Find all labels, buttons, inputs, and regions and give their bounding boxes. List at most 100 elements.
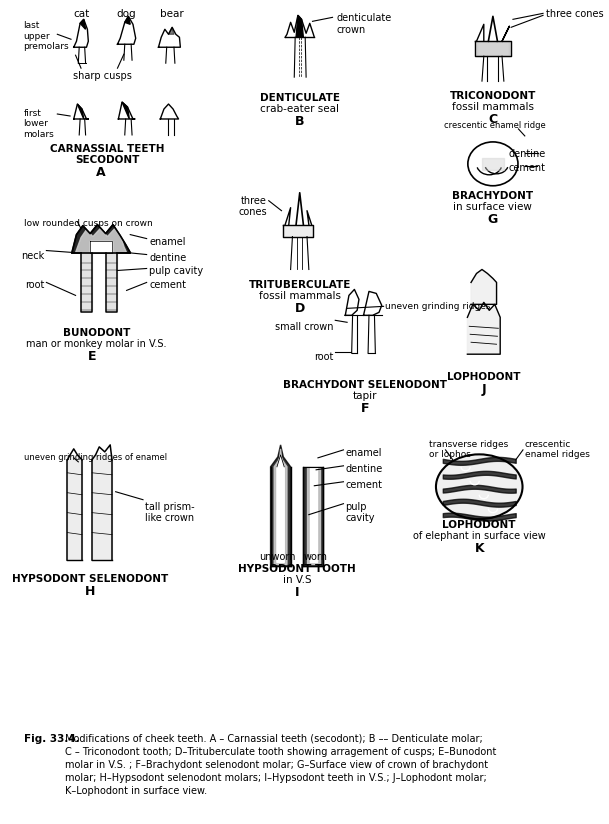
- Text: small crown: small crown: [275, 322, 334, 332]
- Text: bear: bear: [160, 9, 184, 19]
- Text: K: K: [474, 541, 484, 555]
- Text: cement: cement: [509, 163, 546, 173]
- Text: three cones: three cones: [546, 9, 604, 19]
- Polygon shape: [277, 455, 284, 563]
- Text: cat: cat: [73, 9, 89, 19]
- Polygon shape: [274, 449, 287, 564]
- Text: uneven grinding ridges of enamel: uneven grinding ridges of enamel: [24, 453, 167, 462]
- Text: J: J: [482, 383, 486, 396]
- Text: molar in V.S. ; F–Brachydont selenodont molar; G–Surface view of crown of brachy: molar in V.S. ; F–Brachydont selenodont …: [65, 760, 488, 770]
- Text: last
upper
premolars: last upper premolars: [24, 21, 69, 51]
- Polygon shape: [105, 252, 118, 311]
- Polygon shape: [270, 445, 290, 566]
- Text: worn: worn: [303, 551, 327, 561]
- Polygon shape: [122, 102, 129, 119]
- Text: G: G: [488, 213, 498, 226]
- Polygon shape: [158, 27, 180, 47]
- Text: dog: dog: [117, 9, 136, 19]
- Text: cement: cement: [149, 280, 186, 290]
- Polygon shape: [90, 241, 112, 252]
- Polygon shape: [77, 104, 84, 119]
- Text: BUNODONT: BUNODONT: [63, 328, 130, 339]
- Polygon shape: [482, 158, 504, 170]
- Text: SECODONT: SECODONT: [76, 155, 139, 165]
- Text: neck: neck: [21, 250, 44, 260]
- Text: dentine: dentine: [149, 252, 186, 263]
- Text: TRITUBERCULATE: TRITUBERCULATE: [248, 280, 351, 290]
- Polygon shape: [76, 228, 127, 252]
- Text: low rounded cusps on crown: low rounded cusps on crown: [24, 218, 152, 227]
- Polygon shape: [476, 41, 509, 56]
- Text: DENTICULATE: DENTICULATE: [259, 93, 340, 103]
- Polygon shape: [296, 16, 303, 37]
- Polygon shape: [471, 269, 496, 304]
- Polygon shape: [467, 302, 500, 354]
- Polygon shape: [72, 225, 130, 252]
- Text: tall prism-
like crown: tall prism- like crown: [145, 502, 194, 523]
- Text: denticulate
crown: denticulate crown: [336, 13, 392, 35]
- Polygon shape: [283, 225, 314, 236]
- Polygon shape: [118, 16, 136, 44]
- Text: fossil mammals: fossil mammals: [259, 292, 340, 302]
- Text: transverse ridges
or lophos: transverse ridges or lophos: [429, 440, 509, 459]
- Text: in surface view: in surface view: [454, 202, 532, 212]
- Polygon shape: [74, 19, 88, 47]
- Text: root: root: [314, 352, 334, 363]
- Text: F: F: [361, 402, 370, 415]
- Text: unworn: unworn: [259, 551, 295, 561]
- Polygon shape: [310, 467, 317, 563]
- Text: root: root: [25, 280, 44, 290]
- Text: Modifications of cheek teeth. A – Carnassial teeth (secodont); B –– Denticulate : Modifications of cheek teeth. A – Carnas…: [65, 734, 482, 744]
- Polygon shape: [74, 104, 88, 119]
- Text: pulp
cavity: pulp cavity: [345, 502, 375, 523]
- Text: E: E: [88, 350, 96, 363]
- Text: cement: cement: [345, 480, 382, 489]
- Text: enamel: enamel: [345, 448, 382, 458]
- Polygon shape: [81, 252, 92, 311]
- Text: I: I: [295, 587, 299, 599]
- Text: pulp cavity: pulp cavity: [149, 266, 203, 277]
- Text: C – Triconodont tooth; D–Trituberculate tooth showing arragement of cusps; E–Bun: C – Triconodont tooth; D–Trituberculate …: [65, 747, 496, 757]
- Text: in V.S: in V.S: [283, 575, 311, 585]
- Text: of elephant in surface view: of elephant in surface view: [413, 531, 546, 541]
- Polygon shape: [125, 16, 130, 25]
- Text: BRACHYDONT SELENODONT: BRACHYDONT SELENODONT: [283, 380, 448, 390]
- Text: B: B: [295, 115, 304, 128]
- Text: HYPSODONT TOOTH: HYPSODONT TOOTH: [238, 564, 356, 574]
- Text: crescentic
enamel ridges: crescentic enamel ridges: [525, 440, 590, 459]
- Text: enamel: enamel: [149, 236, 186, 246]
- Text: man or monkey molar in V.S.: man or monkey molar in V.S.: [26, 339, 167, 349]
- Text: crescentic enamel ridge: crescentic enamel ridge: [444, 121, 546, 130]
- Text: uneven grinding ridges: uneven grinding ridges: [385, 302, 491, 311]
- Text: three
cones: three cones: [238, 196, 267, 218]
- Text: TRICONODONT: TRICONODONT: [449, 91, 536, 101]
- Text: tapir: tapir: [353, 391, 378, 401]
- Polygon shape: [169, 27, 174, 35]
- Text: CARNASSIAL TEETH: CARNASSIAL TEETH: [50, 144, 164, 154]
- Polygon shape: [345, 289, 359, 316]
- Polygon shape: [68, 455, 82, 559]
- Text: HYPSODONT SELENODONT: HYPSODONT SELENODONT: [12, 574, 168, 584]
- Polygon shape: [160, 104, 178, 119]
- Text: K–Lophodont in surface view.: K–Lophodont in surface view.: [65, 786, 206, 796]
- Text: dentine: dentine: [345, 464, 382, 474]
- Polygon shape: [92, 455, 112, 559]
- Text: Fig. 33.4.: Fig. 33.4.: [24, 734, 79, 744]
- Text: C: C: [488, 113, 498, 126]
- Text: LOPHODONT: LOPHODONT: [443, 520, 516, 530]
- Polygon shape: [364, 292, 382, 316]
- Polygon shape: [118, 102, 135, 119]
- Polygon shape: [474, 41, 511, 56]
- Polygon shape: [307, 467, 320, 564]
- Polygon shape: [303, 467, 323, 566]
- Text: molar; H–Hypsodont selenodont molars; I–Hypsodont teeth in V.S.; J–Lophodont mol: molar; H–Hypsodont selenodont molars; I–…: [65, 773, 487, 783]
- Polygon shape: [80, 19, 86, 30]
- Text: fossil mammals: fossil mammals: [452, 102, 534, 112]
- Text: first
lower
molars: first lower molars: [24, 109, 54, 138]
- Text: BRACHYDONT: BRACHYDONT: [452, 190, 533, 201]
- Text: sharp cusps: sharp cusps: [74, 71, 132, 81]
- Text: crab-eater seal: crab-eater seal: [260, 104, 339, 114]
- Text: dentine: dentine: [509, 149, 546, 159]
- Text: D: D: [295, 302, 305, 316]
- Ellipse shape: [436, 454, 523, 519]
